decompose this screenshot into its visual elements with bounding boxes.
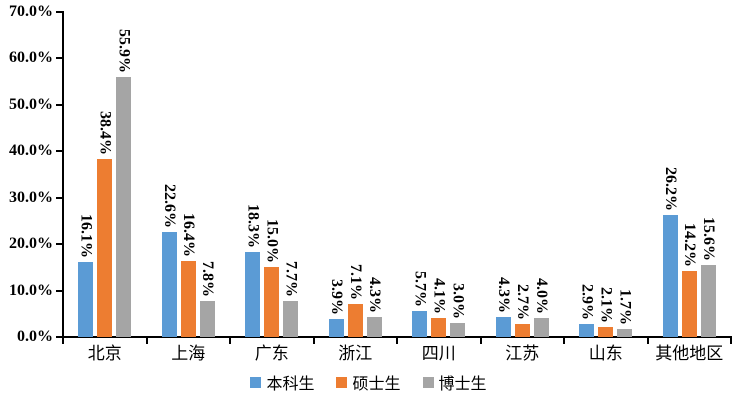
category-label: 广东 (254, 344, 289, 363)
bar (116, 77, 132, 337)
category-label: 浙江 (338, 344, 373, 363)
category-label: 上海 (171, 344, 206, 363)
bar-data-label: 18.3% (244, 204, 262, 249)
x-tick-mark (730, 338, 732, 344)
bar-data-label: 2.7% (513, 284, 531, 321)
bar-data-label: 3.9% (327, 278, 345, 315)
x-tick-mark (396, 338, 398, 344)
bar (245, 252, 261, 337)
bar-data-label: 1.7% (616, 289, 634, 326)
bar (579, 323, 595, 337)
y-axis-line (62, 11, 64, 338)
legend-swatch (250, 376, 262, 388)
bar-data-label: 5.7% (411, 270, 429, 307)
y-tick-mark (56, 243, 62, 246)
category-label: 四川 (421, 344, 456, 363)
legend-label: 硕士生 (352, 376, 401, 393)
legend-label: 本科生 (266, 376, 315, 393)
y-tick-label: 50.0% (9, 95, 53, 113)
x-tick-mark (646, 338, 649, 344)
bar (366, 317, 382, 337)
category-label: 其他地区 (655, 344, 724, 363)
x-tick-mark (145, 338, 148, 344)
bar-data-label: 16.1% (77, 214, 95, 259)
bar-data-label: 22.6% (160, 184, 178, 229)
bar-data-label: 4.3% (494, 277, 512, 314)
bar (412, 310, 428, 337)
bar (495, 317, 511, 337)
bar-data-label: 15.6% (699, 216, 717, 261)
bar (328, 318, 344, 337)
x-tick-mark (312, 338, 315, 344)
bar (283, 301, 299, 337)
y-tick-mark (56, 289, 62, 292)
bar (681, 271, 697, 337)
bar (161, 232, 177, 337)
bar-data-label: 4.1% (430, 277, 448, 314)
bar (78, 262, 94, 337)
y-tick-label: 20.0% (9, 235, 53, 253)
y-tick-mark (56, 196, 62, 199)
bar (431, 317, 447, 337)
category-label: 山东 (588, 344, 623, 363)
bar (180, 260, 196, 337)
bar (533, 318, 549, 337)
x-tick-mark (229, 338, 231, 344)
y-tick-label: 10.0% (9, 281, 53, 299)
y-tick-label: 0.0% (17, 328, 53, 345)
bar (347, 304, 363, 337)
bar-data-label: 4.3% (365, 277, 383, 314)
y-tick-label: 40.0% (9, 142, 53, 160)
x-tick-mark (479, 338, 482, 344)
category-label: 江苏 (505, 344, 540, 363)
bar-data-label: 7.7% (282, 261, 300, 298)
legend: 本科生 硕士生 博士生 (0, 371, 737, 393)
y-tick-mark (56, 336, 62, 338)
bar (264, 267, 280, 337)
x-tick-mark (563, 338, 565, 344)
legend-item: 硕士生 (336, 370, 401, 394)
legend-label: 博士生 (438, 376, 487, 393)
x-tick-mark (62, 338, 64, 344)
y-tick-mark (56, 150, 62, 153)
bar (450, 323, 466, 337)
bar-data-label: 16.4% (179, 212, 197, 257)
legend-swatch (422, 376, 434, 388)
bar-data-label: 14.2% (680, 223, 698, 268)
bar-data-label: 2.9% (578, 283, 596, 320)
y-tick-label: 70.0% (9, 3, 53, 20)
category-label: 北京 (87, 344, 122, 363)
bar-data-label: 15.0% (263, 219, 281, 264)
bar-data-label: 4.0% (532, 278, 550, 315)
y-tick-label: 60.0% (9, 49, 53, 67)
legend-item: 本科生 (250, 370, 314, 394)
y-tick-mark (56, 11, 62, 13)
bar-data-label: 7.1% (346, 264, 364, 301)
bar (598, 327, 614, 337)
bar (199, 300, 215, 337)
bar-data-label: 38.4% (96, 110, 114, 155)
legend-item: 博士生 (422, 370, 487, 394)
bar (617, 329, 633, 337)
y-tick-mark (56, 57, 62, 60)
bar (700, 264, 716, 337)
y-tick-mark (56, 103, 62, 106)
bar (662, 215, 678, 337)
bar-data-label: 55.9% (115, 29, 133, 74)
legend-swatch (336, 376, 348, 388)
x-axis-line (62, 336, 732, 338)
bar-data-label: 2.1% (597, 287, 615, 324)
bar (97, 158, 113, 337)
bar (514, 324, 530, 337)
y-tick-label: 30.0% (9, 188, 53, 206)
bar-data-label: 26.2% (661, 167, 679, 212)
bar-data-label: 3.0% (449, 283, 467, 320)
bar-data-label: 7.8% (198, 260, 216, 297)
